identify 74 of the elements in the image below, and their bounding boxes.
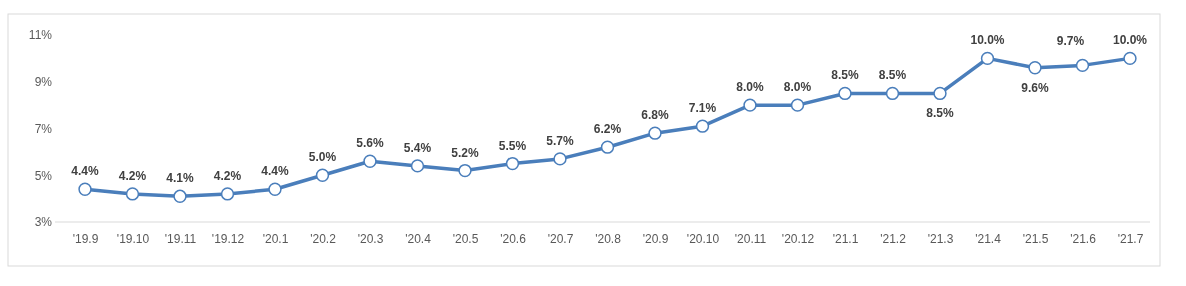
point — [648, 126, 662, 140]
point — [505, 156, 520, 171]
data-label: 4.2% — [118, 168, 147, 183]
data-label: 6.8% — [641, 108, 669, 123]
point — [173, 189, 187, 203]
point — [315, 168, 330, 182]
point — [885, 86, 900, 101]
y-tick-label: 7% — [34, 121, 53, 136]
y-tick-label: 11% — [28, 28, 53, 43]
x-tick-label: '21.4 — [975, 231, 1002, 246]
x-tick-label: '19.11 — [164, 231, 197, 246]
x-tick-label: '19.10 — [116, 231, 150, 246]
point — [980, 51, 995, 66]
x-tick-label: '21.1 — [832, 231, 859, 246]
x-tick-label: '20.6 — [500, 231, 527, 246]
x-tick-label: '20.8 — [595, 231, 622, 246]
point — [363, 154, 377, 168]
x-tick-label: '20.5 — [452, 231, 479, 246]
x-tick-label: '20.2 — [310, 231, 337, 246]
data-label: 9.7% — [1056, 34, 1085, 49]
x-tick-label: '20.11 — [734, 231, 767, 246]
data-label: 5.4% — [403, 140, 432, 155]
point — [790, 98, 805, 112]
data-label: 9.6% — [1021, 80, 1049, 95]
point — [78, 182, 92, 196]
data-label: 4.4% — [261, 164, 289, 179]
point — [838, 86, 852, 101]
x-tick-label: '21.3 — [927, 231, 954, 246]
x-tick-label: '21.2 — [880, 231, 907, 246]
data-label: 10.0% — [1112, 33, 1148, 48]
x-tick-label: '20.3 — [357, 231, 384, 246]
x-tick-label: '20.9 — [642, 231, 669, 246]
data-label: 10.0% — [970, 33, 1005, 48]
data-label: 8.0% — [736, 80, 764, 95]
point — [743, 98, 757, 112]
point — [600, 140, 615, 154]
data-label: 4.2% — [213, 168, 242, 183]
x-tick-label: '19.9 — [72, 231, 99, 246]
y-tick-label: 5% — [34, 168, 53, 183]
data-label: 5.2% — [451, 145, 479, 160]
data-label: 4.1% — [166, 171, 194, 186]
x-tick-label: '20.1 — [262, 231, 289, 246]
x-tick-label: '21.7 — [1117, 231, 1144, 246]
x-tick-label: '21.6 — [1070, 231, 1097, 246]
point — [458, 163, 472, 178]
point — [410, 159, 425, 173]
y-tick-label: 3% — [34, 215, 53, 230]
data-label: 5.6% — [356, 136, 384, 151]
point — [553, 152, 567, 166]
x-tick-label: '20.12 — [781, 231, 815, 246]
x-tick-label: '20.4 — [405, 231, 432, 246]
data-label: 8.5% — [831, 68, 859, 83]
data-label: 8.5% — [878, 68, 907, 83]
y-tick-label: 9% — [34, 75, 53, 90]
x-tick-label: '20.7 — [547, 231, 574, 246]
data-label: 8.0% — [783, 80, 812, 95]
data-label: 5.7% — [546, 133, 574, 148]
point — [125, 187, 140, 201]
x-tick-label: '21.5 — [1022, 231, 1049, 246]
data-label: 6.2% — [593, 122, 622, 137]
point — [1123, 51, 1137, 66]
point — [220, 187, 235, 201]
data-label: 7.1% — [688, 101, 717, 116]
x-tick-label: '20.10 — [686, 231, 720, 246]
point — [268, 182, 282, 196]
point — [695, 119, 710, 133]
data-label: 5.5% — [498, 138, 527, 153]
data-label: 5.0% — [308, 150, 337, 165]
x-tick-label: '19.12 — [211, 231, 245, 246]
point — [1028, 61, 1042, 75]
data-label: 8.5% — [926, 106, 954, 121]
data-label: 4.4% — [71, 164, 99, 179]
point — [933, 86, 947, 101]
point — [1075, 58, 1090, 73]
